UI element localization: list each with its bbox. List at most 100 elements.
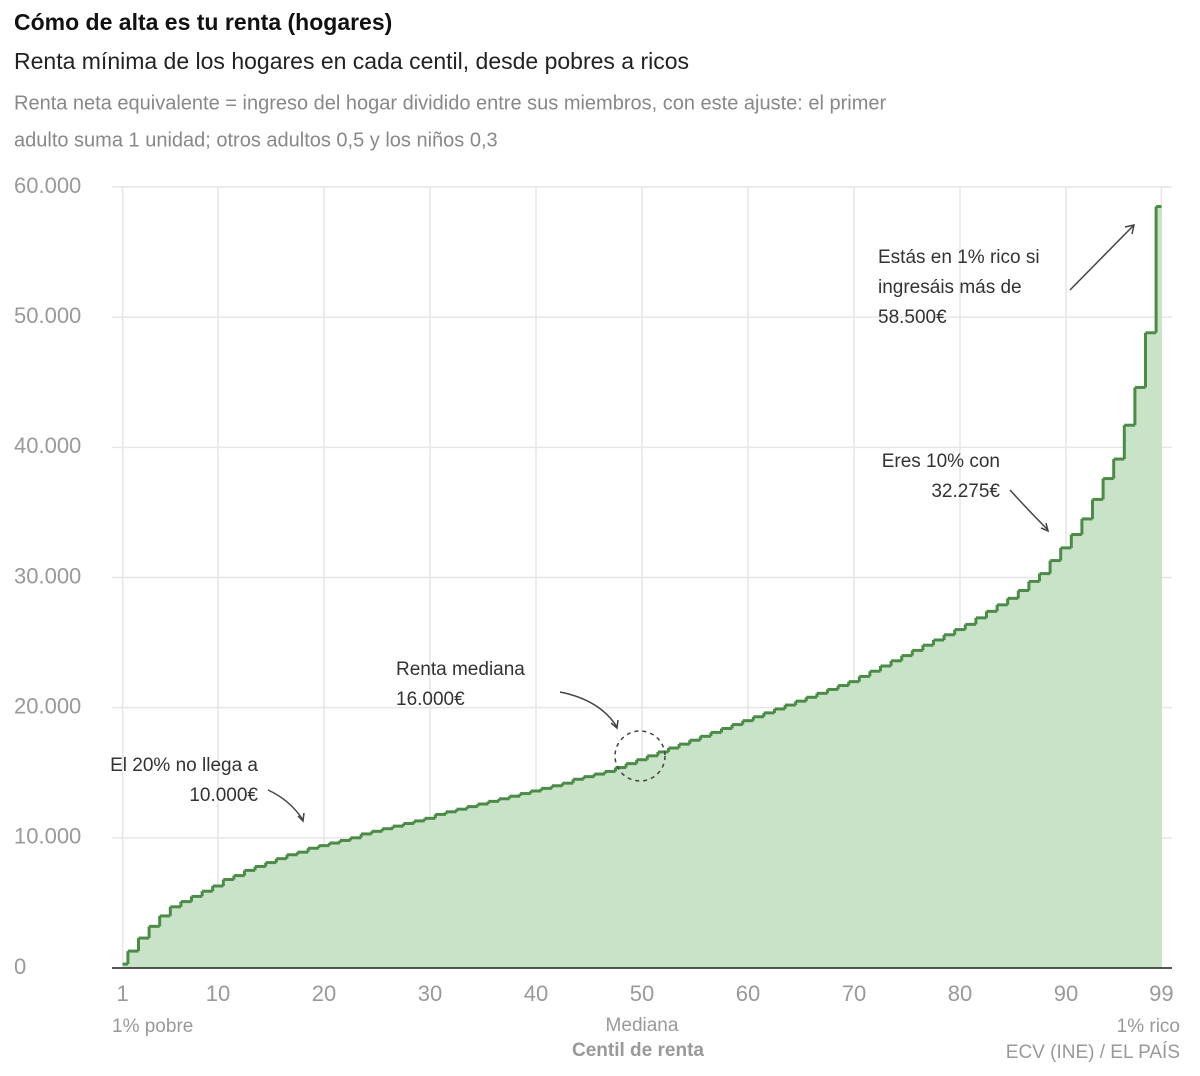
step-area xyxy=(838,685,850,968)
step-area xyxy=(180,901,192,968)
step-area xyxy=(626,763,638,968)
step-area xyxy=(170,906,182,968)
arrow xyxy=(1009,489,1049,531)
chart-title: Cómo de alta es tu renta (hogares) xyxy=(14,9,392,35)
step-area xyxy=(488,801,500,968)
step-area xyxy=(467,806,479,968)
median-circle xyxy=(614,730,666,782)
x-tick-label: 90 xyxy=(1054,981,1078,1006)
step-area xyxy=(1007,598,1019,968)
step-area xyxy=(954,629,966,968)
step-area xyxy=(233,875,245,968)
step-area xyxy=(530,790,542,968)
step-area xyxy=(350,837,362,968)
step-area xyxy=(1071,534,1083,968)
description: Renta neta equivalente = ingreso del hog… xyxy=(14,92,886,114)
step-area xyxy=(869,671,881,968)
step-area xyxy=(753,716,765,968)
step-area xyxy=(445,811,457,968)
y-tick-label: 40.000 xyxy=(14,433,81,458)
step-area xyxy=(774,708,786,968)
arrow xyxy=(267,789,304,821)
arrow-head xyxy=(1124,224,1135,235)
step-area xyxy=(414,820,426,968)
x-tick-label: 40 xyxy=(524,981,548,1006)
step-area xyxy=(1103,478,1115,968)
step-area xyxy=(679,744,691,968)
step-area xyxy=(1124,425,1136,969)
step-area xyxy=(806,697,818,968)
step-area xyxy=(615,767,627,968)
step-area xyxy=(297,852,309,968)
step-area xyxy=(276,858,288,968)
annotation: 16.000€ xyxy=(396,689,465,710)
step-area xyxy=(700,736,712,968)
step-area xyxy=(785,705,797,968)
step-area xyxy=(308,848,320,968)
step-area xyxy=(965,624,977,968)
step-area xyxy=(403,823,415,968)
step-area xyxy=(244,870,256,968)
step-area xyxy=(339,840,351,968)
arrow xyxy=(1069,225,1134,291)
y-tick-label: 30.000 xyxy=(14,563,81,588)
step-area xyxy=(1050,560,1062,968)
step-area xyxy=(361,833,373,968)
annotation: ingresáis más de xyxy=(878,277,1022,298)
step-area xyxy=(286,854,298,968)
step-area xyxy=(159,915,171,968)
x-tick-label: 60 xyxy=(736,981,760,1006)
step-area xyxy=(265,862,277,968)
step-area xyxy=(901,655,913,968)
step-area xyxy=(456,809,468,968)
step-area xyxy=(1081,518,1093,968)
step-area xyxy=(975,617,987,968)
x-tick-label: 80 xyxy=(948,981,972,1006)
step-area xyxy=(795,701,807,968)
arrow xyxy=(559,691,618,728)
step-area xyxy=(509,796,521,968)
x-axis-label: Centil de renta xyxy=(572,1040,704,1061)
step-area xyxy=(604,771,616,968)
step-area xyxy=(636,759,648,968)
x-tick-label: 10 xyxy=(206,981,230,1006)
step-area xyxy=(848,681,860,968)
step-area xyxy=(922,645,934,968)
x-note: 1% pobre xyxy=(112,1016,193,1037)
step-area xyxy=(127,951,139,968)
step-area xyxy=(318,845,330,968)
step-area xyxy=(880,666,892,968)
x-tick-label: 20 xyxy=(312,981,336,1006)
step-area xyxy=(944,634,956,968)
step-area xyxy=(710,732,722,968)
arrow-head xyxy=(297,812,305,823)
step-area xyxy=(1028,581,1040,968)
step-area xyxy=(742,720,754,968)
x-tick-label: 50 xyxy=(630,981,654,1006)
step-area xyxy=(997,604,1009,968)
annotation: 32.275€ xyxy=(931,481,1000,502)
step-area xyxy=(1145,332,1157,969)
step-area xyxy=(763,712,775,968)
step-area xyxy=(668,748,680,968)
step-area xyxy=(689,740,701,968)
step-area xyxy=(191,896,203,968)
annotation: 10.000€ xyxy=(189,785,258,806)
step-area xyxy=(541,788,553,968)
step-area xyxy=(498,798,510,968)
step-area xyxy=(732,724,744,968)
annotation: Eres 10% con xyxy=(882,451,1000,472)
step-area xyxy=(891,660,903,968)
step-area xyxy=(647,755,659,968)
step-area xyxy=(371,831,383,968)
step-area xyxy=(138,938,150,968)
step-area xyxy=(657,751,669,968)
step-area xyxy=(1060,547,1072,968)
step-area xyxy=(583,776,595,968)
step-area xyxy=(1039,573,1051,968)
x-tick-label: 99 xyxy=(1149,981,1173,1006)
y-tick-label: 0 xyxy=(14,954,26,979)
source: ECV (INE) / EL PAÍS xyxy=(1006,1042,1180,1063)
x-tick-label: 70 xyxy=(842,981,866,1006)
